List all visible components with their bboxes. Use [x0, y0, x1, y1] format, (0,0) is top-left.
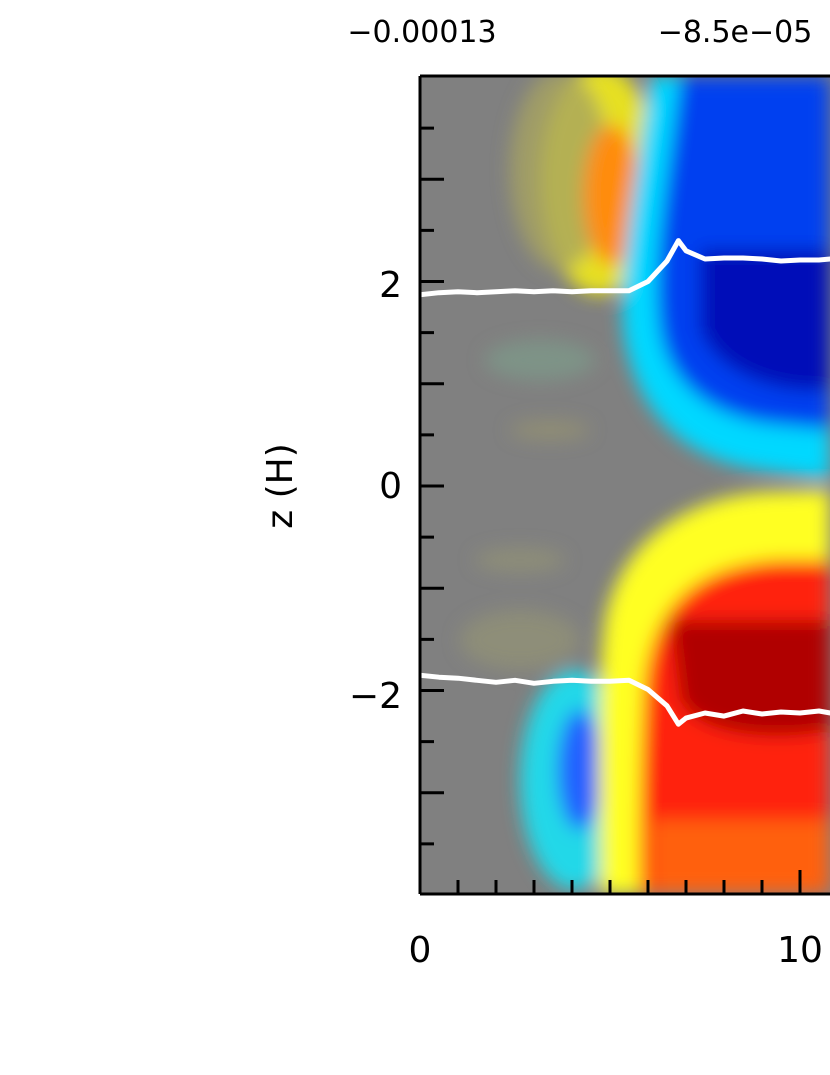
x-tick-label-0: 0: [409, 930, 432, 971]
x-tick-label-10: 10: [777, 930, 823, 971]
colorbar-tick-label-second: −8.5e−05: [658, 15, 813, 50]
heatmap-field: [420, 76, 830, 894]
y-tick-label-neg2: −2: [349, 676, 402, 717]
contour-line-upper: [420, 238, 830, 298]
contour-line-lower: [420, 672, 830, 727]
colorbar-tick-label-min: −0.00013: [347, 15, 496, 50]
y-tick-label-2: 2: [379, 265, 402, 306]
y-tick-label-0: 0: [379, 466, 402, 507]
contour-lines: [420, 238, 830, 727]
axis-ticks: [420, 126, 802, 894]
y-axis-label: z (H): [260, 443, 301, 529]
